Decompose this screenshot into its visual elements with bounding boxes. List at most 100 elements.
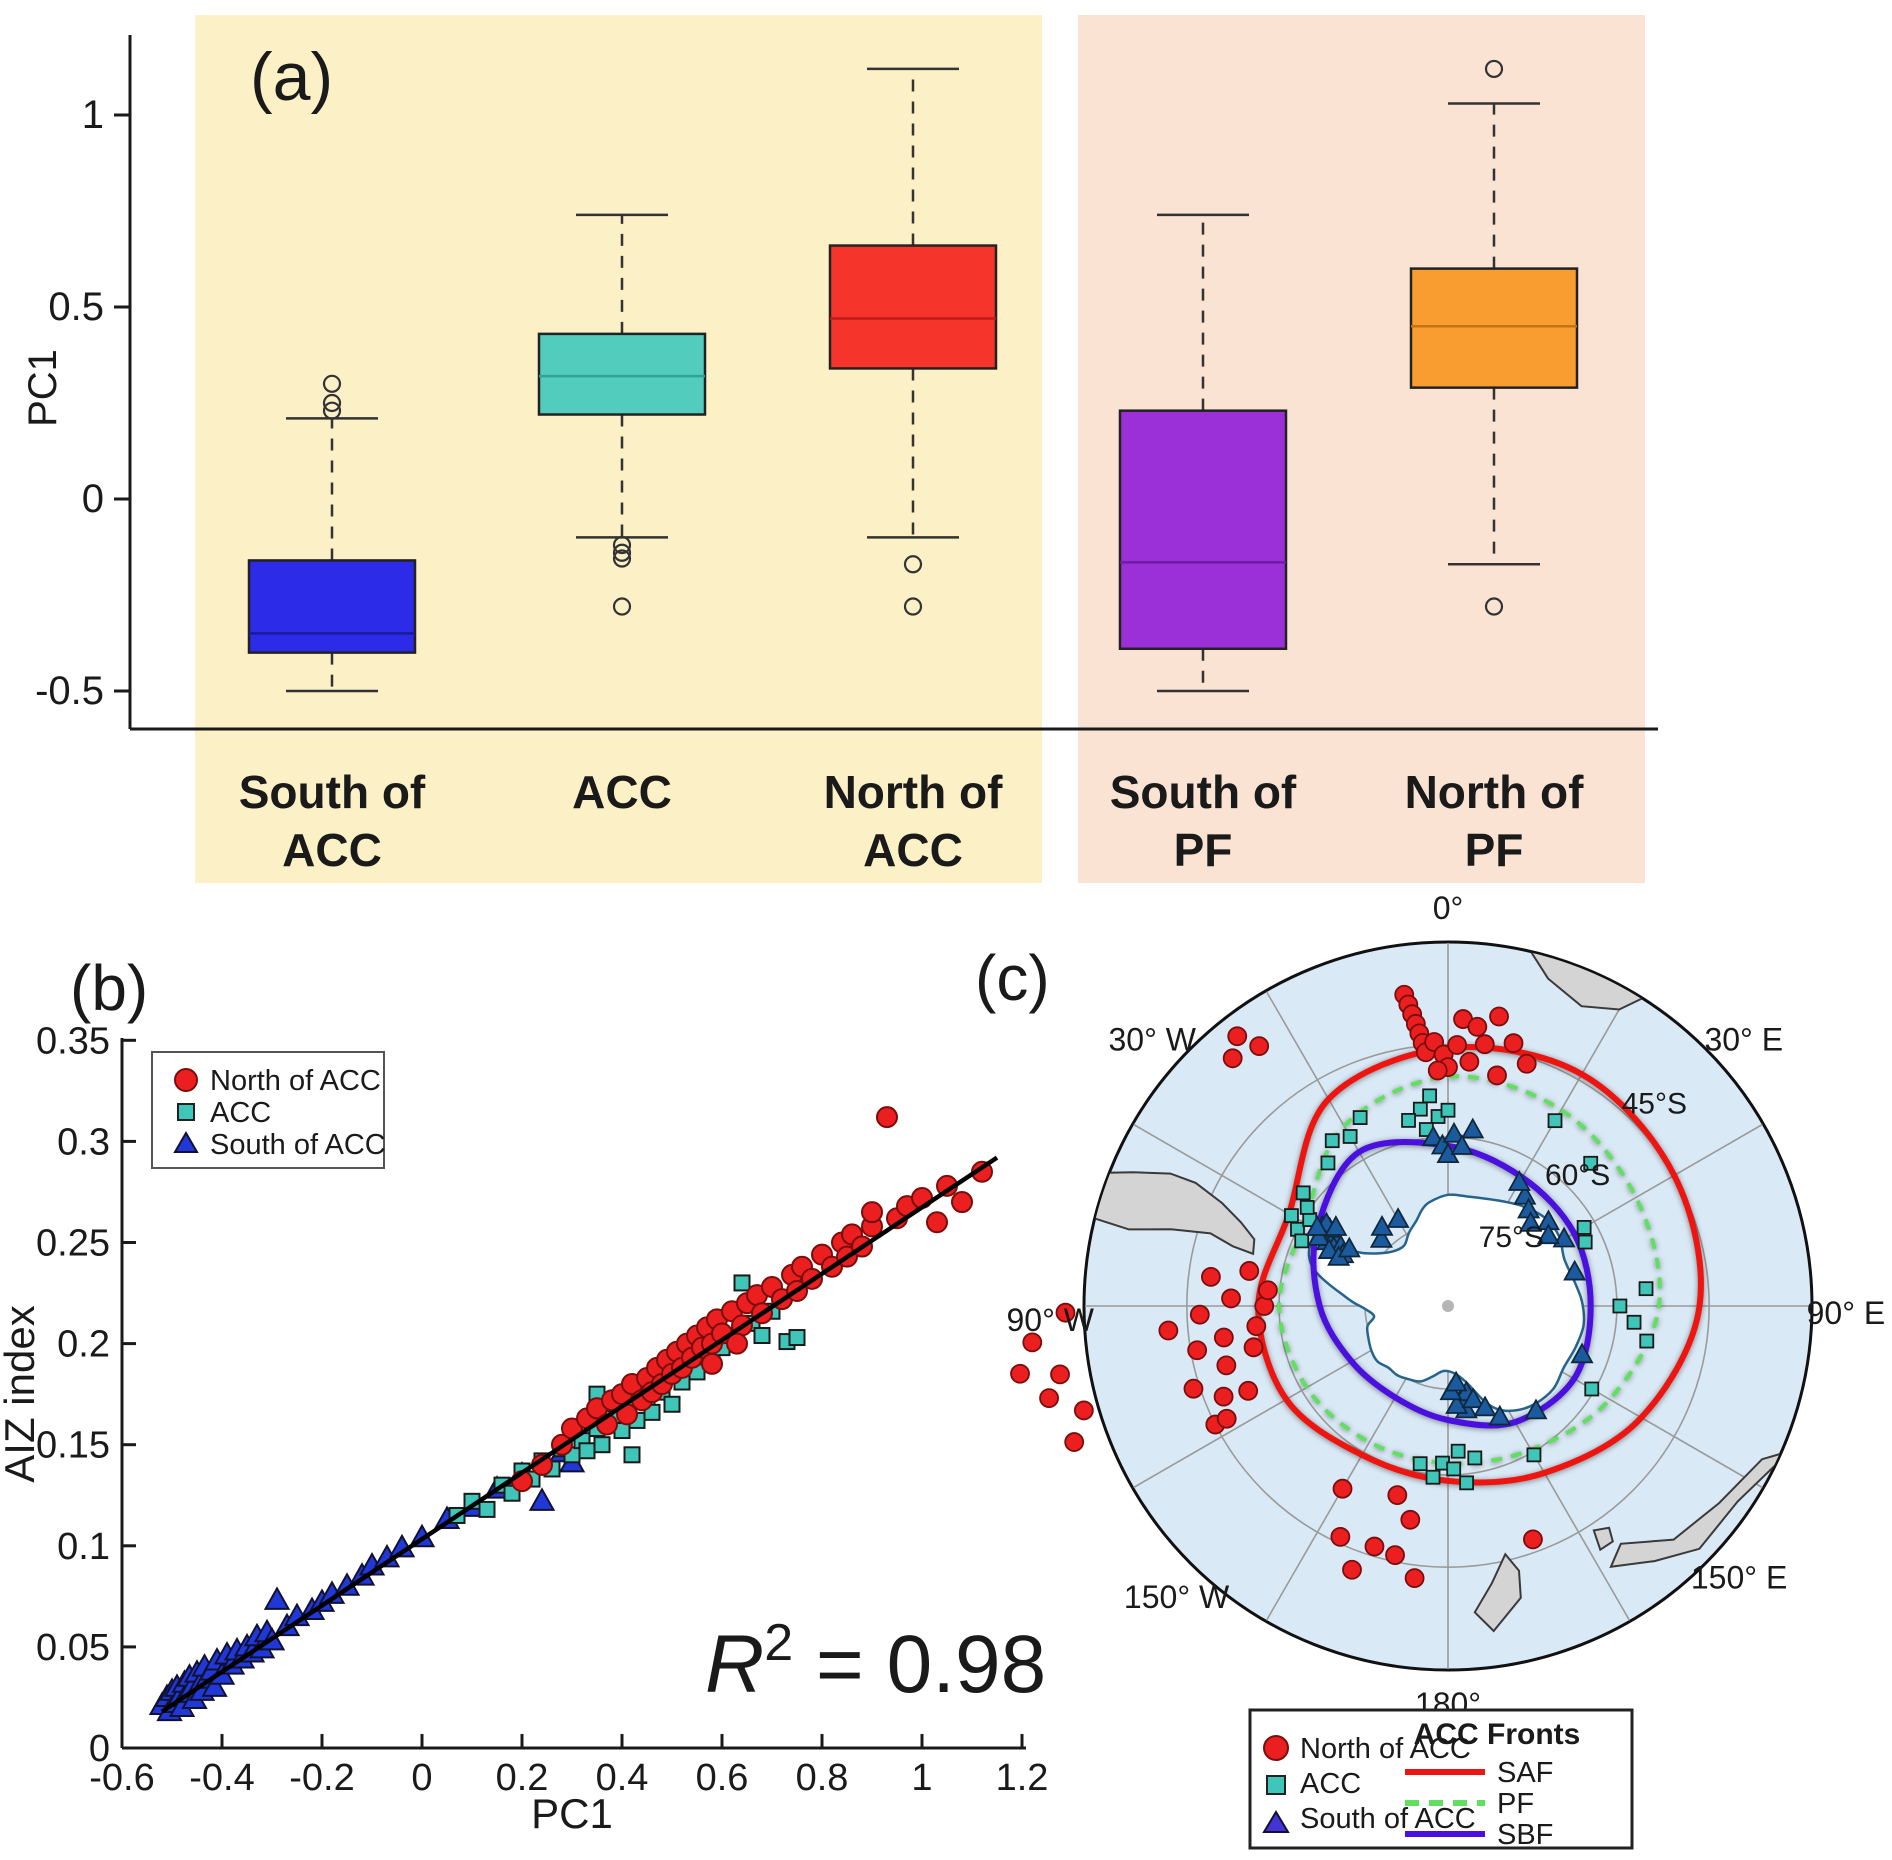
map-point-acc: [1320, 1155, 1336, 1171]
map-legend-label-sbf: SBF: [1497, 1819, 1553, 1851]
outlier: [612, 535, 632, 555]
land-mass: [1086, 1171, 1256, 1256]
x-tick-label: -0.2: [289, 1757, 354, 1799]
box-group-south-of-acc: [247, 374, 417, 693]
point-acc: [478, 1500, 496, 1518]
latitude-label: 45°S: [1622, 1088, 1687, 1121]
map-point-acc: [1526, 1447, 1542, 1463]
panel-a-tag: (a): [250, 39, 333, 115]
map-point-north-of-acc: [1503, 1033, 1524, 1054]
map-point-south-of-acc: [1461, 1117, 1485, 1139]
outlier: [1484, 597, 1504, 616]
legend-label-south: South of ACC: [210, 1129, 386, 1161]
point-north-of-acc: [926, 1211, 948, 1234]
outlier: [903, 597, 923, 616]
south-pole-dot: [1442, 1300, 1454, 1312]
x-tick-label: 0: [411, 1757, 432, 1799]
map-point-north-of-acc: [1246, 1316, 1267, 1337]
panel-b: -0.6 -0.4 -0.2 0 0.2 0.4 0.6 0.8 1 1.2 0 0.05 0.1 0.1…: [0, 952, 1048, 1837]
map-point-north-of-acc: [1189, 1304, 1210, 1325]
map-point-south-of-acc: [1369, 1227, 1393, 1248]
panel-a-group-labels: South of ACC ACC North of ACC South of PF North…: [239, 766, 1584, 876]
box-rect: [247, 559, 417, 654]
point-acc: [593, 1436, 611, 1454]
point-north-of-acc: [951, 1191, 973, 1214]
x-tick-label: 0.4: [596, 1757, 649, 1799]
map-legend-marker-north-circle: [1263, 1735, 1289, 1761]
box-group-north-of-pf: [1409, 59, 1579, 616]
map-point-acc: [1638, 1281, 1654, 1297]
map-point-acc: [1412, 1101, 1428, 1117]
map-point-north-of-acc: [1249, 1036, 1270, 1057]
panel-c-legend: North of ACC ACC South of ACC ACC Fronts…: [1248, 1708, 1634, 1851]
land-mass: [1473, 1552, 1522, 1633]
longitude-label: 30° W: [1108, 1022, 1196, 1058]
map-point-south-of-acc: [1305, 1215, 1329, 1236]
y-tick-label: 0.5: [48, 285, 104, 329]
map-point-acc: [1425, 1469, 1441, 1485]
point-acc: [788, 1329, 806, 1347]
map-point-north-of-acc: [1022, 1332, 1043, 1353]
map-point-north-of-acc: [1010, 1363, 1030, 1384]
x-tick-label: 0.8: [796, 1757, 849, 1799]
longitude-label: 30° E: [1704, 1022, 1783, 1058]
map-point-south-of-acc: [1370, 1214, 1394, 1236]
legend-marker-south-triangle: [173, 1131, 199, 1153]
y-tick-label: 1: [82, 93, 104, 137]
outlier: [322, 393, 342, 413]
point-acc: [663, 1395, 681, 1413]
map-point-south-of-acc: [1450, 1134, 1474, 1155]
x-tick-label: 1.2: [996, 1757, 1049, 1799]
map-point-north-of-acc: [1487, 1065, 1507, 1086]
x-tick-label: -0.6: [89, 1757, 154, 1799]
point-north-of-acc: [726, 1332, 748, 1355]
map-legend-label-south: South of ACC: [1300, 1803, 1476, 1835]
panel-b-points: [148, 1106, 999, 1722]
map-point-north-of-acc: [1387, 1485, 1408, 1505]
map-point-south-of-acc: [1570, 1342, 1594, 1364]
outlier: [612, 543, 632, 562]
panel-b-tag: (b): [70, 952, 148, 1024]
map-point-north-of-acc: [1239, 1261, 1260, 1281]
outlier: [903, 555, 923, 574]
map-point-north-of-acc: [1073, 1400, 1094, 1421]
map-point-north-of-acc: [1447, 1035, 1468, 1055]
map-point-north-of-acc: [1474, 1034, 1495, 1055]
map-point-north-of-acc: [1516, 1053, 1537, 1074]
outlier: [612, 549, 632, 568]
map-point-acc: [1584, 1381, 1600, 1397]
box-rect: [828, 244, 998, 370]
map-point-north-of-acc: [1523, 1529, 1543, 1550]
r-squared-annotation: R2 = 0.98: [705, 1614, 1046, 1710]
map-markers: [1010, 984, 1655, 1588]
panel-b-xlabel: PC1: [531, 1790, 613, 1837]
map-point-acc: [1294, 1233, 1310, 1249]
panel-b-ylabel: AIZ index: [0, 1305, 43, 1482]
map-point-acc: [1412, 1456, 1428, 1472]
map-point-north-of-acc: [1158, 1320, 1179, 1341]
map-point-south-of-acc: [1445, 1393, 1469, 1414]
y-tick-label: 0.3: [57, 1121, 110, 1163]
group-label: South of: [239, 766, 426, 818]
map-point-south-of-acc: [1444, 1370, 1468, 1392]
point-north-of-acc: [876, 1106, 898, 1129]
latitude-label: 60°S: [1545, 1159, 1610, 1192]
map-point-acc: [1467, 1450, 1483, 1466]
outlier: [322, 401, 342, 420]
map-point-north-of-acc: [1364, 1536, 1385, 1557]
map-point-south-of-acc: [1552, 1226, 1576, 1248]
map-point-north-of-acc: [1427, 1060, 1448, 1081]
map-point-north-of-acc: [1221, 1288, 1241, 1309]
map-point-south-of-acc: [1536, 1223, 1560, 1245]
point-south-of-acc: [201, 1673, 228, 1697]
map-point-acc: [1576, 1220, 1592, 1235]
point-acc: [578, 1442, 596, 1460]
map-point-south-of-acc: [1513, 1183, 1537, 1205]
group-label: PF: [1174, 824, 1233, 876]
x-tick-label: 1: [911, 1757, 932, 1799]
x-tick-label: -0.4: [189, 1757, 254, 1799]
latitude-label: 75°S: [1479, 1221, 1544, 1254]
map-point-north-of-acc: [1467, 1016, 1488, 1037]
